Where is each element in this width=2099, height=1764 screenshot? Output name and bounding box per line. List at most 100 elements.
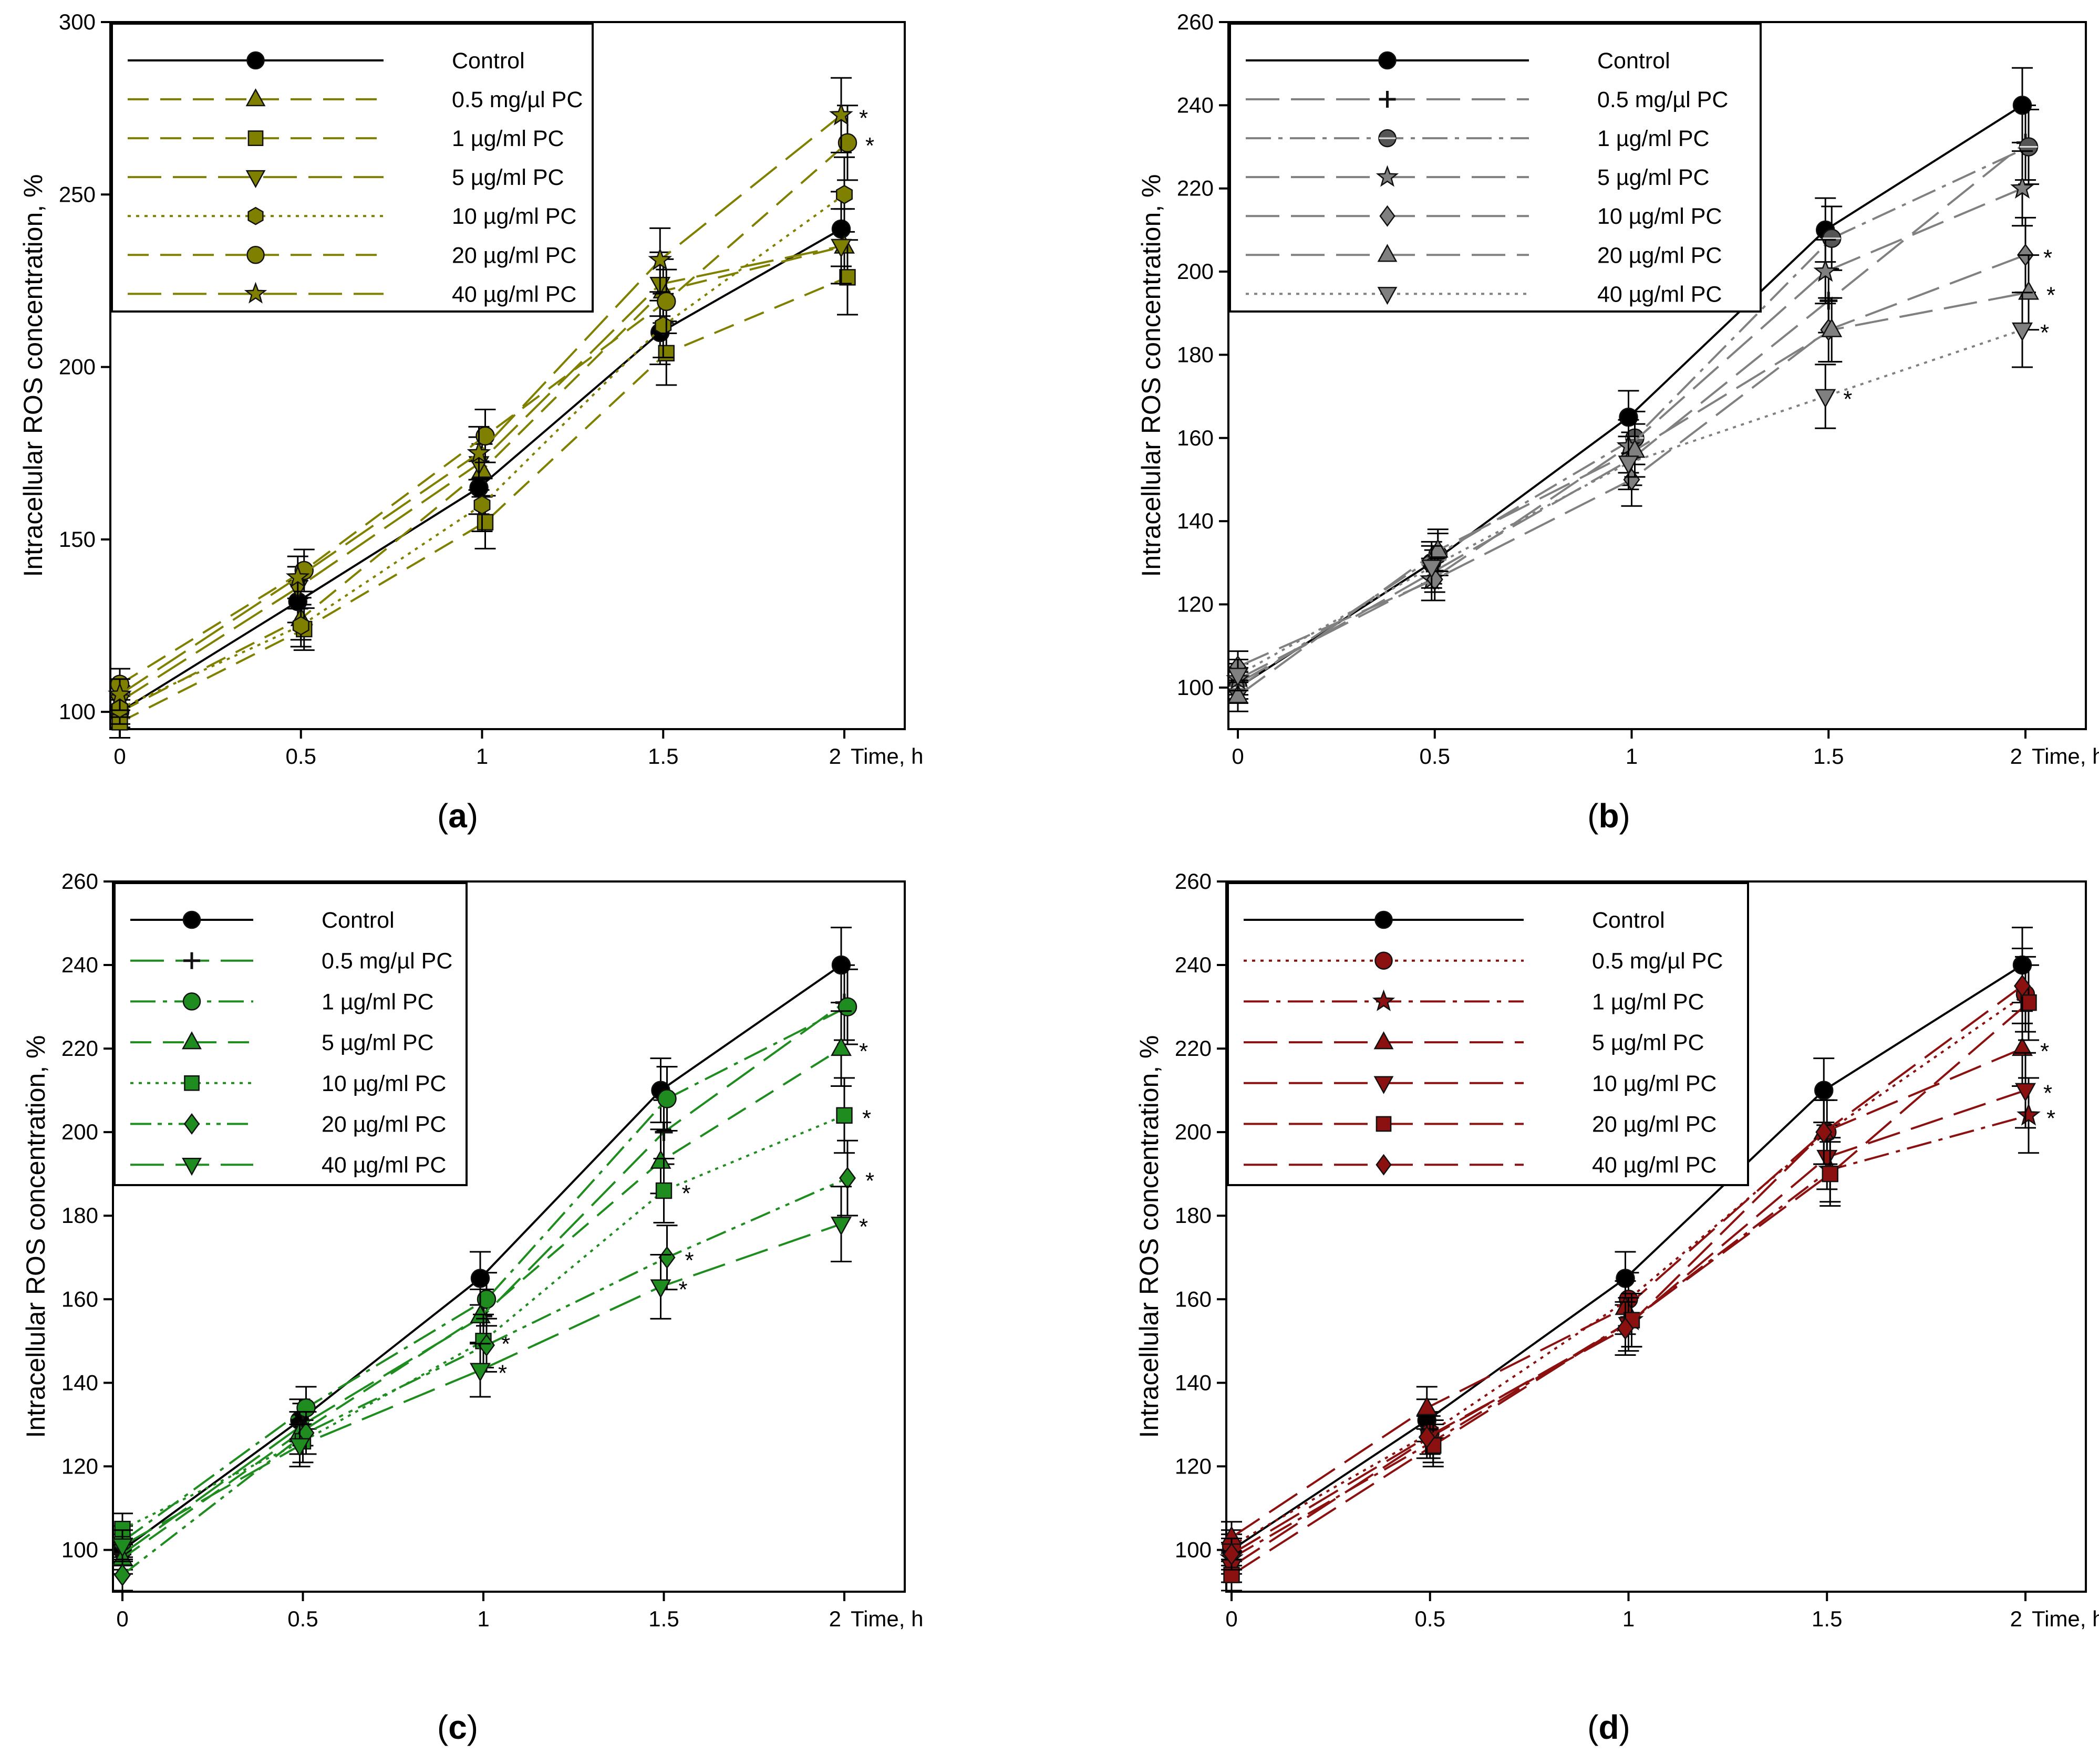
x-axis-label: Time, h xyxy=(2032,744,2099,769)
data-point xyxy=(658,345,675,362)
series-40-g-ml-pc: ** xyxy=(1227,292,2049,692)
y-tick-label: 160 xyxy=(61,1286,98,1311)
legend-box xyxy=(111,23,594,313)
panel-caption: (c) xyxy=(437,1708,478,1746)
data-point xyxy=(1618,455,1639,475)
legend-label: 5 µg/ml PC xyxy=(452,165,564,190)
legend-marker xyxy=(182,910,201,929)
data-point xyxy=(655,1123,673,1142)
series-line xyxy=(122,1223,842,1547)
legend-marker xyxy=(245,170,266,189)
data-point xyxy=(831,1036,852,1056)
legend-label: 20 µg/ml PC xyxy=(1597,243,1722,268)
x-tick-label: 1 xyxy=(1626,744,1638,769)
data-point xyxy=(2020,994,2037,1011)
legend-label: 10 µg/ml PC xyxy=(1597,204,1722,229)
legend-label: 10 µg/ml PC xyxy=(1592,1071,1717,1096)
data-point xyxy=(112,1538,133,1558)
legend-label: 10 µg/ml PC xyxy=(322,1071,446,1096)
data-point xyxy=(1815,1120,1833,1144)
legend-label: 0.5 mg/µl PC xyxy=(1597,87,1728,112)
legend-marker xyxy=(1376,1116,1392,1132)
series-20-g-ml-pc: * xyxy=(1227,254,2055,712)
y-tick-label: 140 xyxy=(61,1370,98,1395)
legend-box xyxy=(113,882,468,1186)
y-tick-label: 140 xyxy=(1175,1370,1212,1395)
y-tick-label: 200 xyxy=(61,1119,98,1144)
y-tick-label: 250 xyxy=(59,182,96,206)
x-tick-label: 1.5 xyxy=(648,1606,679,1631)
significance-mark: * xyxy=(859,1039,868,1064)
y-tick-label: 120 xyxy=(1175,1454,1212,1478)
panel-caption: (b) xyxy=(1587,797,1630,835)
y-tick-label: 180 xyxy=(61,1203,98,1228)
legend-marker xyxy=(1373,1031,1394,1050)
y-tick-label: 120 xyxy=(1177,592,1214,616)
y-tick-label: 160 xyxy=(1175,1286,1212,1311)
series-line xyxy=(121,1177,848,1576)
y-tick-label: 120 xyxy=(61,1454,98,1478)
significance-mark: * xyxy=(2040,320,2049,346)
legend-label: Control xyxy=(1592,908,1665,933)
legend-marker xyxy=(183,1113,200,1135)
data-point xyxy=(829,102,853,126)
legend-marker xyxy=(247,206,264,225)
chart-panel-d: 100 120 140 160 180 200 220 240 260 0 0.5 1 1.5 2 Time… xyxy=(1134,869,2099,1746)
data-point xyxy=(655,316,672,336)
panel-caption: (a) xyxy=(437,797,478,835)
series-40-g-ml-pc: * * * xyxy=(112,1186,868,1562)
legend-marker xyxy=(247,130,264,146)
legend-marker xyxy=(246,51,265,70)
data-point xyxy=(836,184,853,204)
y-axis-label: Intracellular ROS concentration, % xyxy=(1136,174,1166,577)
significance-mark: * xyxy=(685,1248,694,1273)
legend-marker xyxy=(182,992,201,1011)
y-tick-label: 260 xyxy=(1175,869,1212,894)
x-tick-label: 0.5 xyxy=(286,744,316,769)
y-axis-label: Intracellular ROS concentration, % xyxy=(1134,1035,1164,1438)
legend-label: 0.5 mg/µl PC xyxy=(322,949,452,974)
legend-label: Control xyxy=(322,908,395,933)
data-point xyxy=(831,1217,852,1236)
significance-mark: * xyxy=(2043,245,2052,271)
y-tick-label: 150 xyxy=(59,527,96,552)
legend-marker xyxy=(1379,205,1395,227)
data-point xyxy=(650,1149,671,1169)
legend-marker xyxy=(182,1157,202,1176)
plot-frame xyxy=(112,880,906,1593)
legend-label: 0.5 mg/µl PC xyxy=(452,87,583,112)
data-point xyxy=(1813,259,1838,282)
data-point xyxy=(477,1290,497,1309)
chart-panel-c: 100 120 140 160 180 200 220 240 260 0 0.5 1 1.5 2 Time… xyxy=(21,869,923,1746)
legend-label: Control xyxy=(1597,48,1670,74)
data-point xyxy=(650,1279,671,1299)
legend-marker xyxy=(245,88,266,107)
chart-panel-a: 100 150 200 250 300 0 0.5 1 1.5 2 Time, h Intracell… xyxy=(18,9,923,835)
y-tick-label: 240 xyxy=(1177,92,1214,117)
x-tick-label: 2 xyxy=(829,744,841,769)
data-point xyxy=(2015,1083,2036,1102)
legend-label: 1 µg/ml PC xyxy=(322,989,434,1014)
legend-marker xyxy=(244,282,267,304)
data-point xyxy=(2013,974,2031,998)
significance-mark: * xyxy=(859,105,868,131)
significance-mark: * xyxy=(498,1360,507,1386)
legend-marker xyxy=(184,1075,200,1091)
x-axis-label: Time, h xyxy=(851,744,923,769)
legend: Control 0.5 mg/µl PC 1 µg/ml PC 5 µg/ml PC 1… xyxy=(1229,23,1762,313)
data-point xyxy=(477,514,494,531)
legend-label: 5 µg/ml PC xyxy=(322,1030,434,1055)
y-tick-label: 200 xyxy=(1175,1119,1212,1144)
y-tick-label: 200 xyxy=(59,355,96,379)
y-tick-label: 180 xyxy=(1175,1203,1212,1228)
data-point xyxy=(657,292,676,312)
data-point xyxy=(2012,322,2033,342)
y-tick-label: 220 xyxy=(1177,176,1214,201)
y-axis-label: Intracellular ROS concentration, % xyxy=(18,174,48,577)
y-tick-label: 160 xyxy=(1177,426,1214,450)
x-tick-label: 0 xyxy=(113,744,126,769)
legend-marker xyxy=(1373,1076,1394,1094)
legend: Control 0.5 mg/µl PC 1 µg/ml PC 5 µg/ml PC 1… xyxy=(1227,882,1749,1186)
data-point xyxy=(1223,1542,1240,1566)
data-point xyxy=(1223,1566,1240,1583)
